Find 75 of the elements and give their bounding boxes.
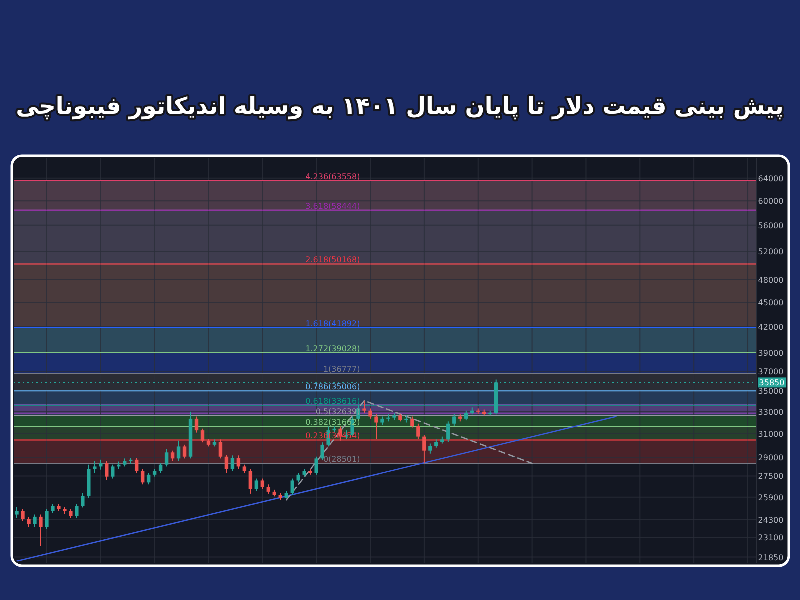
candlestick — [105, 460, 109, 481]
y-tick-label: 48000 — [758, 276, 784, 285]
candlestick — [15, 506, 19, 519]
ref-line-label: 0.618(33616) — [306, 396, 360, 406]
candlestick — [218, 439, 223, 460]
candlestick — [39, 514, 43, 547]
candlestick — [428, 443, 432, 454]
candlestick — [146, 472, 151, 486]
candlestick — [75, 504, 79, 519]
title: پیش بینی قیمت دلار تا پایان سال ۱۴۰۱ به وسیله اندیکاتور فیبوناچی — [16, 94, 784, 120]
candlestick — [446, 421, 450, 443]
y-tick-label: 25900 — [758, 493, 784, 502]
y-tick-label: 56000 — [758, 221, 784, 230]
candlestick — [230, 455, 235, 472]
ref-line-label: 0(28501) — [323, 455, 360, 464]
y-tick-label: 29000 — [758, 453, 784, 462]
candlestick — [296, 472, 300, 484]
candlestick — [404, 415, 408, 424]
y-tick-label: 23100 — [758, 534, 784, 543]
ref-line-label: 1(36777) — [323, 365, 360, 374]
candlestick — [314, 456, 318, 476]
candlestick — [45, 508, 49, 530]
candlestick — [224, 454, 229, 474]
y-tick-label: 45000 — [758, 298, 784, 308]
candlestick — [362, 400, 366, 414]
candlestick — [51, 504, 55, 514]
candlestick — [21, 508, 25, 522]
candlestick — [248, 468, 253, 494]
candlestick — [164, 448, 169, 468]
ref-line-label: 4.236(63558) — [306, 172, 360, 182]
candlestick — [176, 440, 181, 462]
candlestick — [111, 464, 115, 480]
candlestick — [140, 468, 145, 486]
ref-line-label: 1.272(39028) — [306, 344, 360, 354]
candlestick — [464, 410, 468, 422]
y-tick-label: 27500 — [758, 472, 784, 482]
candlestick — [320, 442, 324, 462]
y-tick-label: 64000 — [758, 174, 784, 184]
y-tick-label: 24300 — [758, 516, 784, 525]
candlestick — [254, 478, 259, 492]
candlestick — [290, 478, 294, 496]
ref-line-label: 1.618(41892) — [306, 319, 360, 328]
y-tick-label: 37000 — [758, 368, 784, 377]
y-tick-label: 33000 — [758, 408, 784, 417]
y-tick-label: 60000 — [758, 197, 784, 206]
candlestick — [422, 434, 426, 464]
candlestick — [182, 444, 187, 460]
y-tick-label: 42000 — [758, 322, 784, 332]
candlestick — [158, 462, 163, 474]
y-tick-label: 52000 — [758, 248, 784, 257]
candlestick — [200, 428, 205, 444]
y-tick-label: 39000 — [758, 349, 784, 358]
ref-line-label: 35850 — [759, 378, 785, 388]
candlestick — [416, 423, 420, 440]
candlestick — [27, 516, 31, 528]
y-tick-label: 31000 — [758, 430, 784, 439]
candlestick — [452, 414, 456, 427]
candlestick — [170, 450, 175, 462]
candlestick — [368, 408, 372, 420]
candlestick — [69, 508, 73, 519]
y-tick-label: 35000 — [758, 387, 784, 396]
candlestick — [236, 455, 241, 470]
y-tick-label: 21850 — [758, 553, 784, 562]
candlestick — [374, 414, 378, 440]
ref-line-label: 2.618(50168) — [306, 256, 360, 265]
candlestick — [266, 484, 271, 494]
candlestick — [33, 514, 37, 528]
candlestick — [410, 416, 414, 428]
candlestick — [194, 416, 199, 434]
ref-line-label: 0.786(35006) — [306, 382, 360, 392]
candlestick — [260, 478, 265, 490]
ref-line-label: 3.618(58444) — [306, 202, 360, 211]
candlestick — [93, 460, 97, 474]
candlestick — [134, 458, 139, 474]
candlestick — [81, 492, 85, 508]
